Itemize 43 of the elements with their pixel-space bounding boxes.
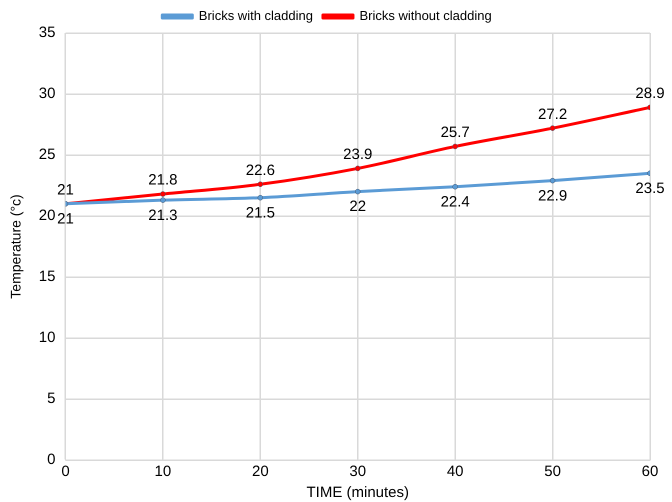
point [550, 125, 556, 131]
y-axis-title: Temperature (°c) [7, 194, 24, 299]
data-label: 22 [349, 198, 366, 216]
x-tick-label: 10 [154, 463, 172, 480]
y-tick-label: 0 [47, 451, 56, 468]
point [354, 188, 360, 194]
data-label: 21 [57, 181, 74, 198]
x-axis-title: TIME (minutes) [306, 484, 409, 502]
x-tick-label: 0 [61, 463, 70, 480]
data-label: 23.9 [343, 146, 372, 164]
y-tick-label: 35 [38, 24, 56, 42]
point [160, 197, 166, 203]
x-tick-label: 20 [252, 463, 269, 480]
data-label: 21 [57, 210, 74, 228]
point [258, 194, 264, 200]
y-tick-label: 30 [38, 85, 56, 102]
y-tick-label: 5 [47, 390, 56, 408]
data-label: 21.5 [246, 204, 275, 222]
x-tick-label: 60 [642, 463, 658, 480]
data-label: 22.4 [440, 193, 470, 210]
y-tick-label: 20 [38, 207, 56, 224]
data-label: 23.5 [635, 180, 665, 197]
x-tick-label: 50 [544, 463, 561, 480]
data-label: 25.7 [440, 124, 470, 142]
point [160, 191, 166, 197]
x-tick-label: 30 [349, 463, 366, 480]
y-tick-label: 10 [38, 329, 56, 346]
legend-label: Bricks without cladding [359, 8, 492, 24]
data-label: 21.8 [148, 172, 178, 189]
data-label: 27.2 [538, 106, 568, 123]
y-tick-label: 15 [38, 268, 56, 286]
point [258, 182, 264, 188]
data-label: 22.9 [538, 187, 568, 204]
data-label: 21.3 [148, 206, 178, 224]
point [354, 166, 360, 172]
legend-label: Bricks with cladding [198, 8, 313, 24]
point [452, 184, 458, 190]
x-tick-label: 40 [446, 463, 464, 480]
data-label: 22.6 [246, 162, 275, 179]
point [452, 144, 458, 150]
y-tick-label: 25 [38, 146, 56, 164]
point [550, 178, 556, 184]
data-label: 28.9 [635, 85, 665, 102]
